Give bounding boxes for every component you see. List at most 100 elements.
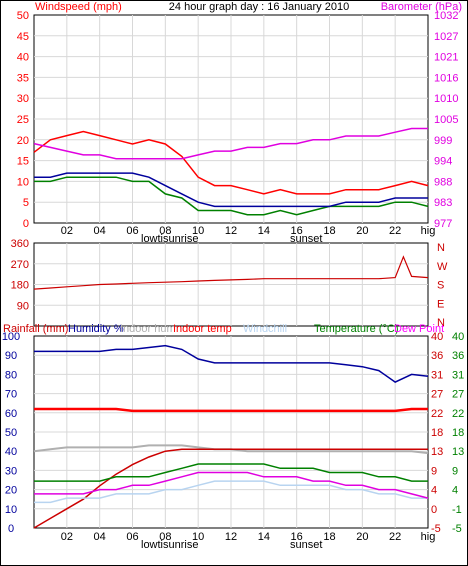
series-line-0 [34, 344, 429, 383]
dewpoint-tick: -5 [452, 523, 462, 535]
x-tick-label: 20 [356, 225, 368, 237]
series-wind-direction [33, 255, 429, 290]
dewpoint-tick: 36 [452, 350, 464, 362]
direction-tick: 180 [11, 280, 29, 292]
series-line-3 [33, 127, 428, 160]
temperature-tick-labels: -5 0 4 9 13 18 22 27 31 36 40 [431, 331, 443, 535]
temperature-tick: 18 [431, 427, 443, 439]
x-tick-label: hig [421, 531, 436, 543]
windspeed-axis-label: Windspeed (mph) [35, 1, 122, 13]
barometer-tick: 1032 [434, 10, 458, 22]
barometer-tick: 1005 [434, 114, 458, 126]
temperature-label: Temperature (°C) [314, 323, 398, 335]
lowtisunrise-label: lowtisunrise [141, 233, 198, 245]
windspeed-tick: 35 [17, 72, 29, 84]
x-tick-label: 06 [126, 531, 138, 543]
humidity-tick: 30 [5, 465, 17, 477]
barometer-axis-label: Barometer (hPa) [381, 1, 462, 13]
series-line-0 [33, 130, 429, 195]
indoor-hum-label: Indoor hum [120, 323, 176, 335]
grid-wind-direction [34, 243, 428, 326]
compass-tick: N [437, 242, 445, 254]
compass-tick: W [437, 261, 448, 273]
barometer-tick: 994 [434, 156, 452, 168]
x-tick-label: 06 [126, 225, 138, 237]
dewpoint-tick: 9 [452, 465, 458, 477]
windchill-label: Windchill [243, 323, 287, 335]
humidity-tick: 60 [5, 408, 17, 420]
windspeed-tick-labels: 0 5 10 15 20 25 30 35 40 45 50 [17, 10, 29, 230]
humidity-label: Humidity % [68, 323, 124, 335]
wind-direction-line [33, 255, 429, 290]
direction-tick: 90 [17, 300, 29, 312]
temperature-tick: 0 [431, 504, 437, 516]
windspeed-tick: 25 [17, 114, 29, 126]
temperature-tick: 31 [431, 369, 443, 381]
windspeed-tick: 50 [17, 10, 29, 22]
series-line-6 [34, 471, 429, 499]
windspeed-tick: 30 [17, 93, 29, 105]
chart-title: 24 hour graph day : 16 January 2010 [169, 1, 349, 13]
lowtisunrise-label-bottom: lowtisunrise [141, 539, 198, 551]
temperature-tick: 4 [431, 485, 437, 497]
dewpoint-tick: -1 [452, 504, 462, 516]
series-humidity-temp [33, 344, 429, 529]
dewpoint-tick: 40 [452, 331, 464, 343]
x-tick-label: 04 [94, 225, 106, 237]
barometer-tick: 1021 [434, 52, 458, 64]
compass-tick: E [437, 298, 444, 310]
indoor-temp-label: Indoor temp [173, 323, 232, 335]
series-line-5 [34, 463, 428, 482]
grid-wind-baro [34, 15, 428, 223]
temperature-tick: 9 [431, 465, 437, 477]
humidity-tick-labels: 0 10 20 30 40 50 60 70 80 90 100 [2, 331, 20, 535]
series-line-4 [34, 480, 428, 504]
x-tick-label: 22 [389, 225, 401, 237]
barometer-tick: 999 [434, 135, 452, 147]
dewpoint-tick: 13 [452, 446, 464, 458]
humidity-tick: 70 [5, 389, 17, 401]
x-tick-label: 12 [225, 225, 237, 237]
temperature-tick: -5 [431, 523, 441, 535]
x-tick-label: 14 [258, 531, 270, 543]
humidity-tick: 0 [8, 523, 14, 535]
x-tick-label: 10 [192, 531, 204, 543]
barometer-tick: 988 [434, 176, 452, 188]
dewpoint-tick: 22 [452, 408, 464, 420]
dewpoint-tick: 31 [452, 369, 464, 381]
series-line-1 [34, 176, 429, 216]
x-tick-label: 16 [291, 225, 303, 237]
windspeed-tick: 15 [17, 156, 29, 168]
barometer-tick-labels: 977 983 988 994 999 1005 1010 1016 1021 1027 1032 [434, 10, 458, 230]
x-tick-label: 02 [61, 225, 73, 237]
dewpoint-tick: 18 [452, 427, 464, 439]
windspeed-tick: 5 [23, 197, 29, 209]
x-tick-label: 08 [159, 531, 171, 543]
barometer-tick: 1016 [434, 72, 458, 84]
windspeed-tick: 0 [23, 218, 29, 230]
x-tick-label: 08 [159, 225, 171, 237]
humidity-tick: 20 [5, 485, 17, 497]
humidity-tick: 90 [5, 350, 17, 362]
humidity-tick: 50 [5, 427, 17, 439]
x-tick-labels-bottom: 02 04 06 08 10 12 14 16 18 20 22 hig [61, 531, 436, 543]
temperature-tick: 36 [431, 350, 443, 362]
x-tick-labels-top: 02 04 06 08 10 12 14 16 18 20 22 hig [61, 225, 436, 237]
series-line-2 [34, 407, 428, 413]
series-wind-baro [33, 127, 429, 216]
x-tick-label: 18 [323, 531, 335, 543]
series-line-3 [33, 448, 428, 529]
humidity-tick: 40 [5, 446, 17, 458]
x-tick-label: 20 [356, 531, 368, 543]
windspeed-tick: 20 [17, 135, 29, 147]
direction-tick: 270 [11, 259, 29, 271]
x-tick-label: 10 [192, 225, 204, 237]
windspeed-tick: 45 [17, 31, 29, 43]
direction-tick: 360 [11, 238, 29, 250]
x-tick-label: 16 [291, 531, 303, 543]
humidity-tick: 100 [2, 331, 20, 343]
humidity-tick: 10 [5, 504, 17, 516]
